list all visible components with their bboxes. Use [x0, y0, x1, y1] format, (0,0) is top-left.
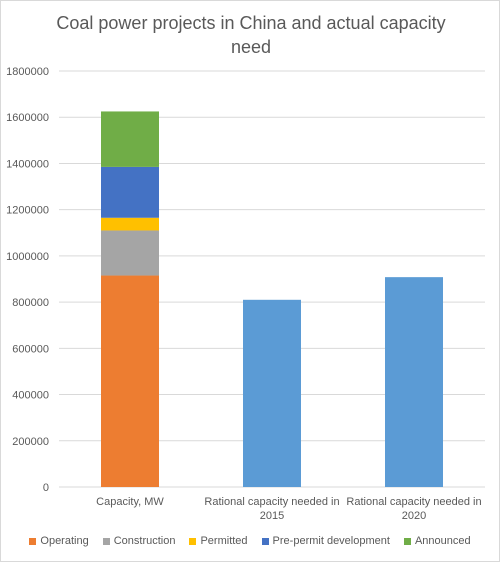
legend-label: Operating [40, 535, 89, 547]
bar-permitted [101, 217, 159, 231]
bar-value [243, 299, 301, 487]
legend-item: Permitted [189, 535, 248, 547]
y-tick-label: 1200000 [6, 205, 49, 217]
y-tick-label: 800000 [12, 297, 49, 309]
legend-label: Pre-permit development [272, 535, 390, 547]
legend-swatch [261, 537, 269, 545]
legend-label: Announced [414, 535, 471, 547]
y-tick-label: 1800000 [6, 66, 49, 78]
legend-swatch [189, 537, 197, 545]
bar-value [385, 277, 443, 487]
y-tick-label: 1000000 [6, 251, 49, 263]
y-tick-label: 1400000 [6, 158, 49, 170]
legend-swatch [102, 537, 110, 545]
legend-label: Construction [113, 535, 176, 547]
y-tick-label: 200000 [12, 436, 49, 448]
bar-operating [101, 275, 159, 487]
chart-title: Coal power projects in China and actual … [56, 13, 446, 57]
x-category-label: Rational capacity needed in [204, 496, 339, 508]
bar-announced [101, 111, 159, 167]
bar-pre-permit-development [101, 166, 159, 218]
legend-item: Construction [102, 535, 176, 547]
y-tick-label: 600000 [12, 343, 49, 355]
y-tick-label: 0 [43, 482, 49, 494]
bar-construction [101, 230, 159, 276]
y-tick-label: 400000 [12, 390, 49, 402]
legend-item: Operating [29, 535, 89, 547]
x-category-label: 2020 [402, 510, 426, 522]
chart-legend: Operating Construction Permitted Pre-permit… [1, 535, 499, 547]
x-category-label: 2015 [260, 510, 284, 522]
legend-item: Announced [403, 535, 471, 547]
legend-item: Pre-permit development [261, 535, 390, 547]
legend-label: Permitted [200, 535, 248, 547]
x-category-label: Capacity, MW [96, 496, 164, 508]
legend-swatch [29, 537, 37, 545]
x-category-label: Rational capacity needed in [346, 496, 481, 508]
y-tick-label: 1600000 [6, 112, 49, 124]
legend-swatch [403, 537, 411, 545]
